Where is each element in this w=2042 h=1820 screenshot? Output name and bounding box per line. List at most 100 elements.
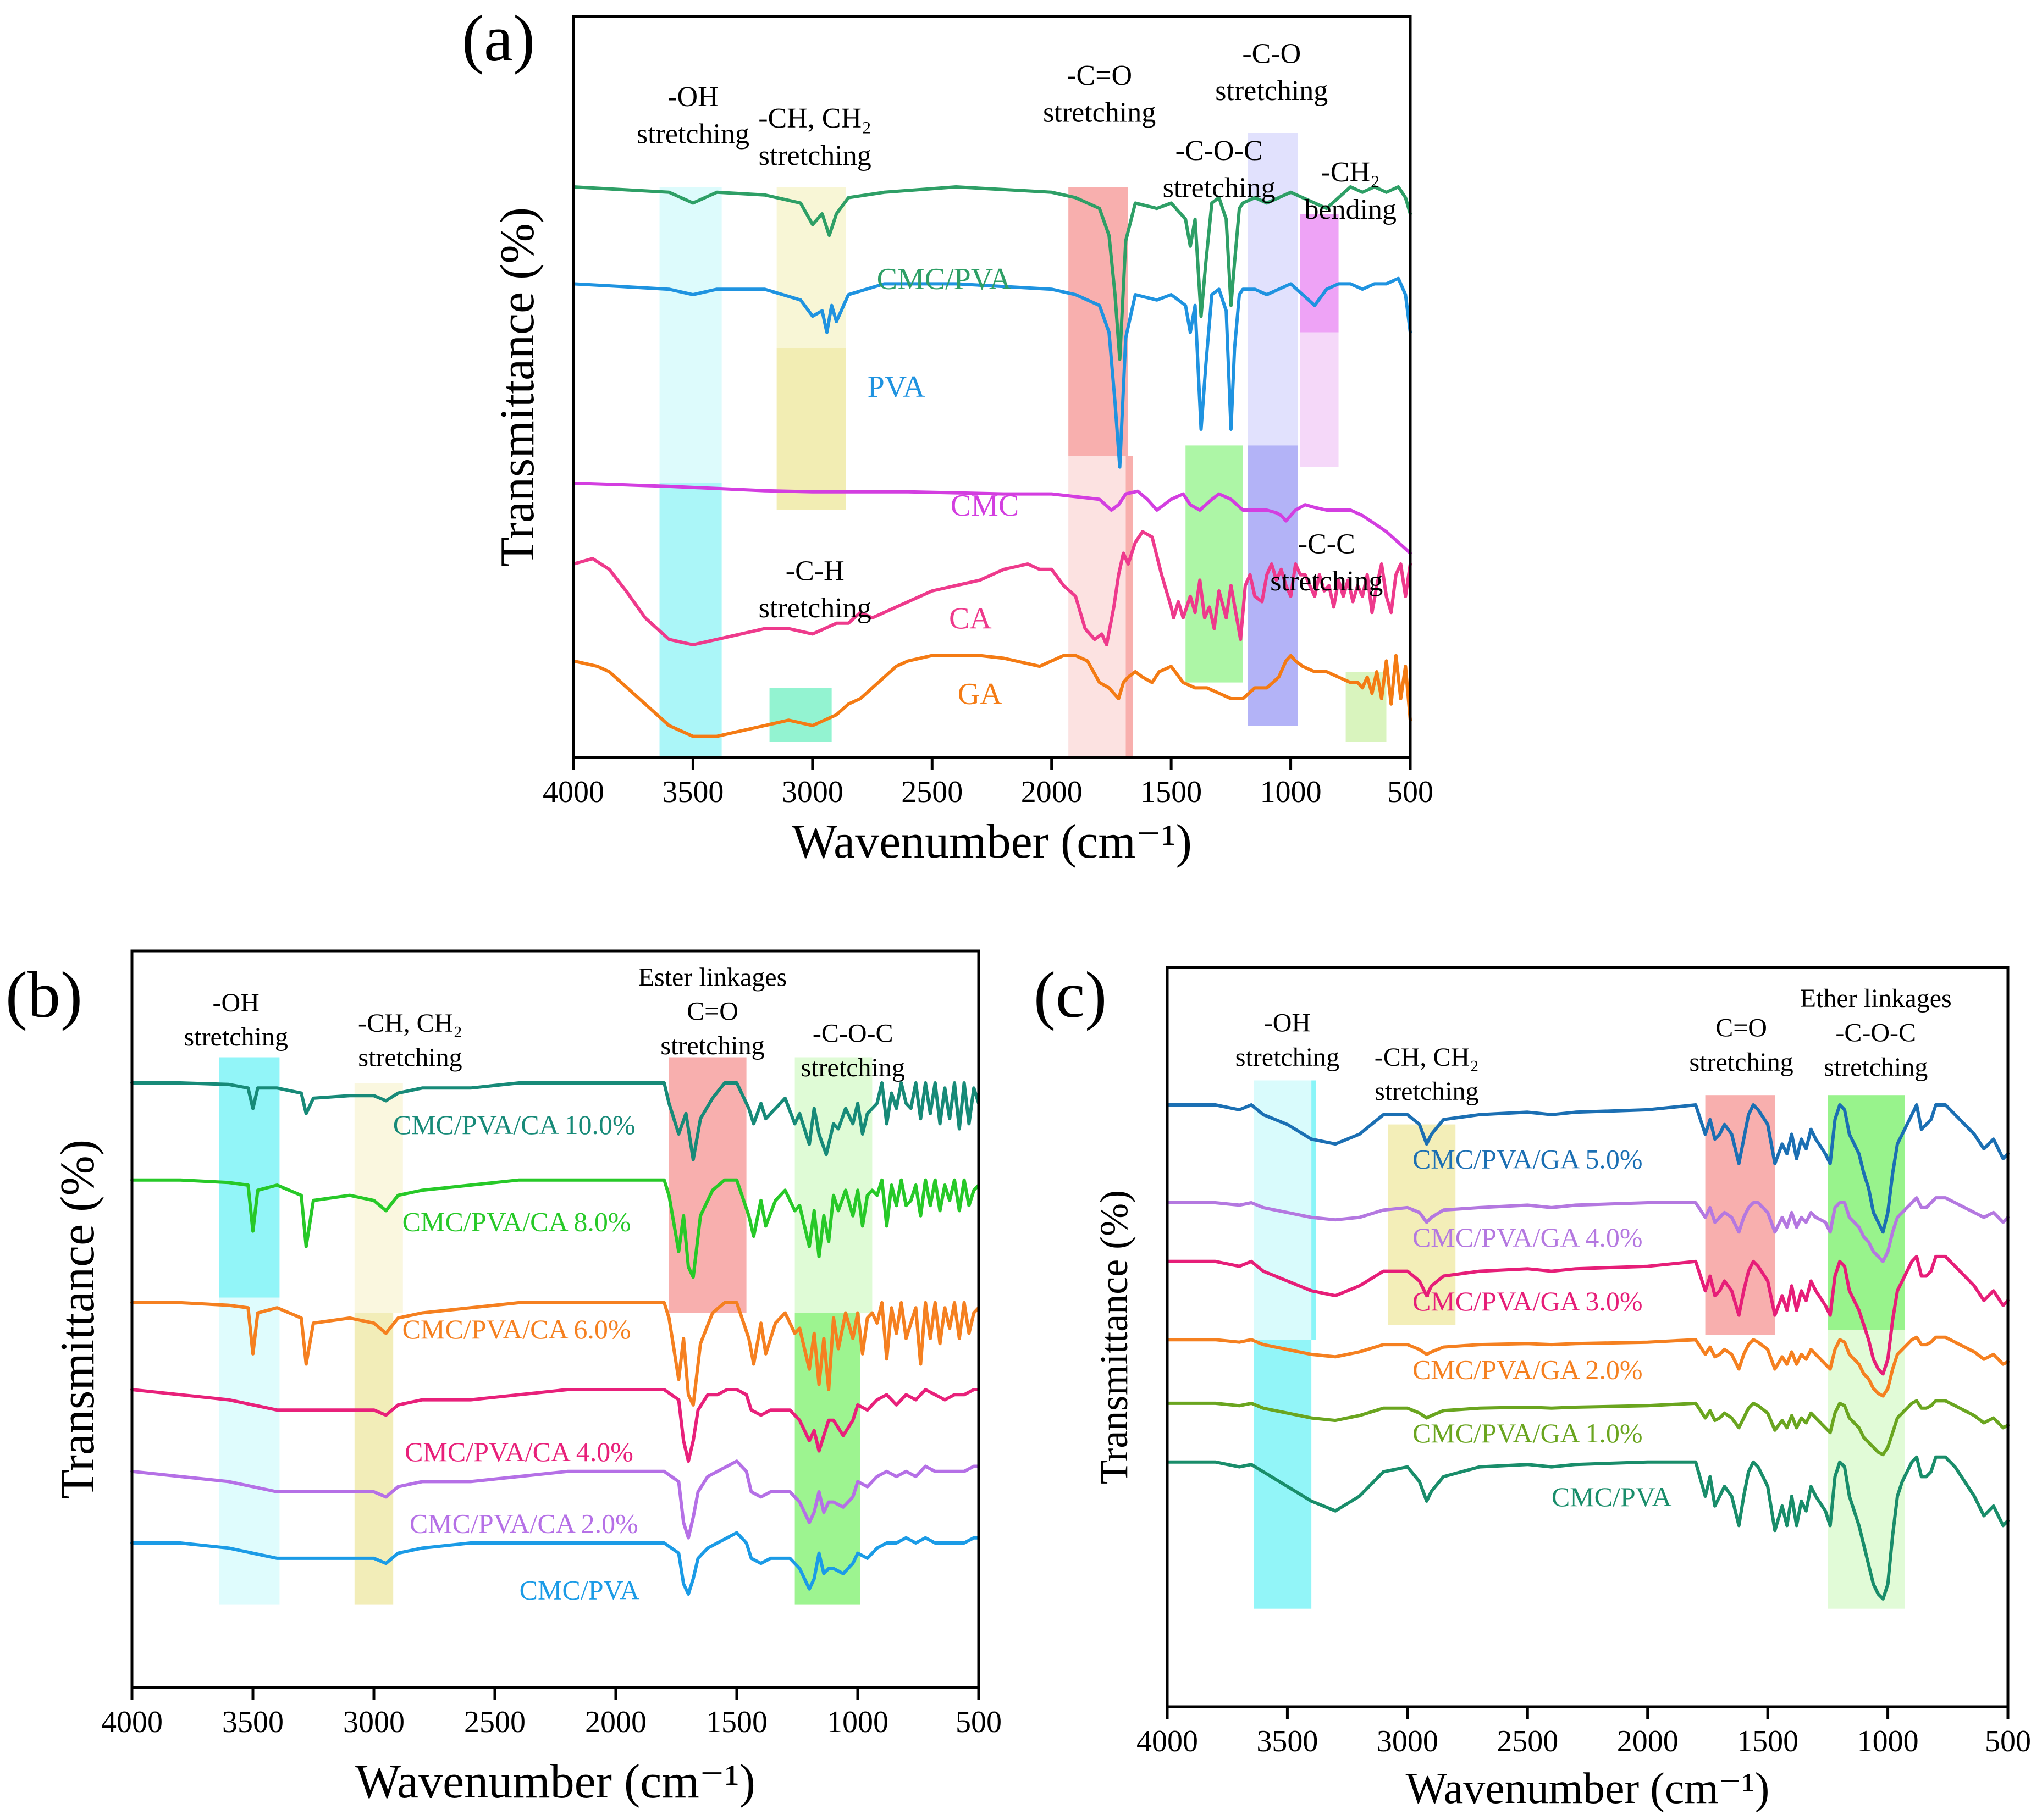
panel-b-letter: (b) — [5, 958, 82, 1031]
panel-c-series-line-4 — [1166, 1399, 2010, 1457]
panel-a-band-3 — [776, 348, 846, 510]
panel-c-x-ticks: 4000 3500 3000 2500 2000 1500 1000 500 — [1136, 1707, 2031, 1758]
panel-b-frame — [130, 949, 980, 1689]
panel-b-series-label-3: CMC/PVA/CA 4.0% — [405, 1436, 633, 1467]
panel-a-x-tick-label-0: 4000 — [543, 775, 604, 809]
panel-b-x-ticks: 4000 3500 3000 2500 2000 1500 1000 500 — [101, 1688, 1002, 1739]
panel-a-band-1 — [659, 483, 722, 757]
panel-a-band-10 — [1248, 445, 1298, 726]
panel-c-annotations: -OH stretching -CH, CH₂ stretching C=O stretc… — [1235, 984, 1952, 1106]
panel-c-band-4 — [1705, 1095, 1775, 1335]
panel-c-x-axis-label: Wavenumber (cm⁻¹) — [1406, 1764, 1770, 1813]
panel-c-x-tick-label-5: 1500 — [1737, 1724, 1798, 1758]
panel-b-series-line-2 — [130, 1301, 980, 1407]
panel-a-series — [572, 185, 1412, 738]
panel-c-series-label-2: CMC/PVA/GA 3.0% — [1412, 1286, 1643, 1316]
panel-b-series-label-4: CMC/PVA/CA 2.0% — [410, 1508, 638, 1539]
panel-c-band-5 — [1828, 1095, 1905, 1330]
panel-a-series-label-1: PVA — [868, 370, 925, 404]
panel-c: (c) CMC/PVA/GA 5.0%CMC/PVA/GA 4.0%CMC/PV… — [1034, 958, 2031, 1813]
panel-c-series-line-3 — [1166, 1335, 2010, 1398]
panel-a-series-line-3 — [572, 530, 1412, 646]
panel-a-band-7 — [1125, 456, 1133, 757]
panel-b-x-tick-label-0: 4000 — [101, 1705, 163, 1739]
panel-c-x-tick-label-7: 500 — [1985, 1724, 2031, 1758]
panel-a-y-axis-label: Transmittance (%) — [491, 207, 544, 567]
panel-c-y-axis-label: Transmittance (%) — [1092, 1190, 1136, 1484]
panel-a: (a) CMC/PVA PVA CMC CA GA -OH stretching -CH, … — [462, 2, 1433, 868]
panel-c-series-label-5: CMC/PVA — [1552, 1481, 1672, 1512]
panel-a-annotations: -OH stretching -CH, CH₂ stretching -C=O stret… — [637, 38, 1397, 624]
panel-b-band-6 — [794, 1313, 860, 1605]
panel-c-series-line-1 — [1166, 1196, 2010, 1263]
panel-a-annotation-5: -CH₂ bending — [1305, 157, 1397, 225]
panel-b: (b) CMC/PVA/CA 10.0%CMC/PVA/CA 8.0%CMC/P… — [5, 949, 1002, 1808]
panel-b-annotation-1: -CH, CH₂ stretching — [358, 1009, 462, 1072]
panel-c-series-line-2 — [1166, 1254, 2010, 1376]
panel-b-series-label-1: CMC/PVA/CA 8.0% — [402, 1207, 631, 1237]
panel-a-band-5 — [1068, 187, 1128, 456]
panel-a-annotation-7: -C-H stretching — [759, 555, 871, 624]
panel-a-band-8 — [1185, 445, 1243, 683]
panel-a-series-label-0: CMC/PVA — [877, 262, 1012, 296]
panel-b-y-axis-label: Transmittance (%) — [51, 1139, 104, 1499]
panel-c-series-label-4: CMC/PVA/GA 1.0% — [1412, 1418, 1643, 1448]
panel-a-band-2 — [776, 187, 846, 348]
panel-a-x-tick-label-7: 500 — [1387, 775, 1433, 809]
panel-c-annotation-1: -CH, CH₂ stretching — [1375, 1043, 1479, 1106]
panel-a-x-tick-label-5: 1500 — [1140, 775, 1202, 809]
panel-c-annotation-0: -OH stretching — [1235, 1009, 1339, 1072]
panel-b-annotations: -OH stretching -CH, CH₂ stretching Ester lin… — [184, 962, 905, 1082]
panel-c-annotation-2: C=O stretching — [1689, 1013, 1793, 1076]
panel-c-x-tick-label-6: 1000 — [1857, 1724, 1919, 1758]
panel-a-annotation-3: -C-O-C stretching — [1163, 135, 1276, 204]
panel-a-series-label-3: CA — [949, 602, 992, 636]
panel-c-series-label-1: CMC/PVA/GA 4.0% — [1412, 1222, 1643, 1253]
panel-a-series-line-1 — [572, 276, 1412, 469]
panel-b-series-line-1 — [130, 1178, 980, 1279]
panel-a-series-label-4: GA — [958, 677, 1002, 711]
panel-a-series-labels: CMC/PVA PVA CMC CA GA — [868, 262, 1019, 711]
panel-b-series-label-2: CMC/PVA/CA 6.0% — [402, 1314, 631, 1345]
panel-c-series-label-0: CMC/PVA/GA 5.0% — [1412, 1144, 1643, 1175]
panel-b-series-line-4 — [130, 1459, 980, 1540]
panel-a-x-tick-label-1: 3500 — [662, 775, 724, 809]
panel-a-annotation-0: -OH stretching — [637, 81, 749, 150]
panel-a-series-line-0 — [572, 185, 1412, 361]
panel-c-x-tick-label-0: 4000 — [1136, 1724, 1198, 1758]
panel-b-series-label-5: CMC/PVA — [520, 1574, 640, 1605]
panel-a-x-tick-label-6: 1000 — [1260, 775, 1322, 809]
panel-a-band-11 — [1300, 214, 1339, 333]
panel-b-series-line-0 — [130, 1081, 980, 1161]
panel-c-series-label-3: CMC/PVA/GA 2.0% — [1412, 1354, 1643, 1385]
panel-b-annotation-0: -OH stretching — [184, 988, 288, 1052]
panel-a-series-line-2 — [572, 482, 1412, 555]
panel-a-annotation-1: -CH, CH₂ stretching — [758, 103, 871, 172]
panel-c-bands — [1254, 1080, 1905, 1609]
panel-b-x-tick-label-1: 3500 — [222, 1705, 284, 1739]
panel-a-x-axis-label: Wavenumber (cm⁻¹) — [792, 815, 1192, 868]
panel-a-band-4 — [769, 688, 832, 742]
panel-c-series-labels: CMC/PVA/GA 5.0% CMC/PVA/GA 4.0% CMC/PVA/GA… — [1412, 1144, 1672, 1512]
panel-c-letter: (c) — [1034, 958, 1107, 1031]
panel-b-series — [130, 1081, 980, 1596]
panel-a-annotation-6: -C-C stretching — [1270, 528, 1383, 597]
panel-a-x-tick-label-2: 3000 — [782, 775, 843, 809]
panel-a-x-tick-label-4: 2000 — [1021, 775, 1083, 809]
panel-b-band-3 — [354, 1313, 394, 1605]
panel-c-series-line-0 — [1166, 1103, 2010, 1234]
panel-c-x-tick-label-1: 3500 — [1256, 1724, 1318, 1758]
panel-a-series-label-2: CMC — [951, 489, 1019, 523]
panel-a-letter: (a) — [462, 2, 535, 75]
panel-c-band-3 — [1388, 1124, 1456, 1325]
panel-b-series-labels: CMC/PVA/CA 10.0% CMC/PVA/CA 8.0% CMC/PVA/C… — [393, 1109, 640, 1605]
panel-c-x-tick-label-3: 2500 — [1497, 1724, 1558, 1758]
panel-c-series — [1166, 1103, 2010, 1601]
panel-a-x-ticks: 4000 3500 3000 2500 2000 1500 1000 500 — [543, 757, 1433, 809]
panel-a-band-0 — [659, 187, 722, 483]
panel-c-x-tick-label-4: 2000 — [1617, 1724, 1679, 1758]
panel-b-x-tick-label-6: 1000 — [827, 1705, 888, 1739]
panel-b-series-label-0: CMC/PVA/CA 10.0% — [393, 1109, 636, 1140]
panel-c-series-line-5 — [1166, 1455, 2010, 1601]
